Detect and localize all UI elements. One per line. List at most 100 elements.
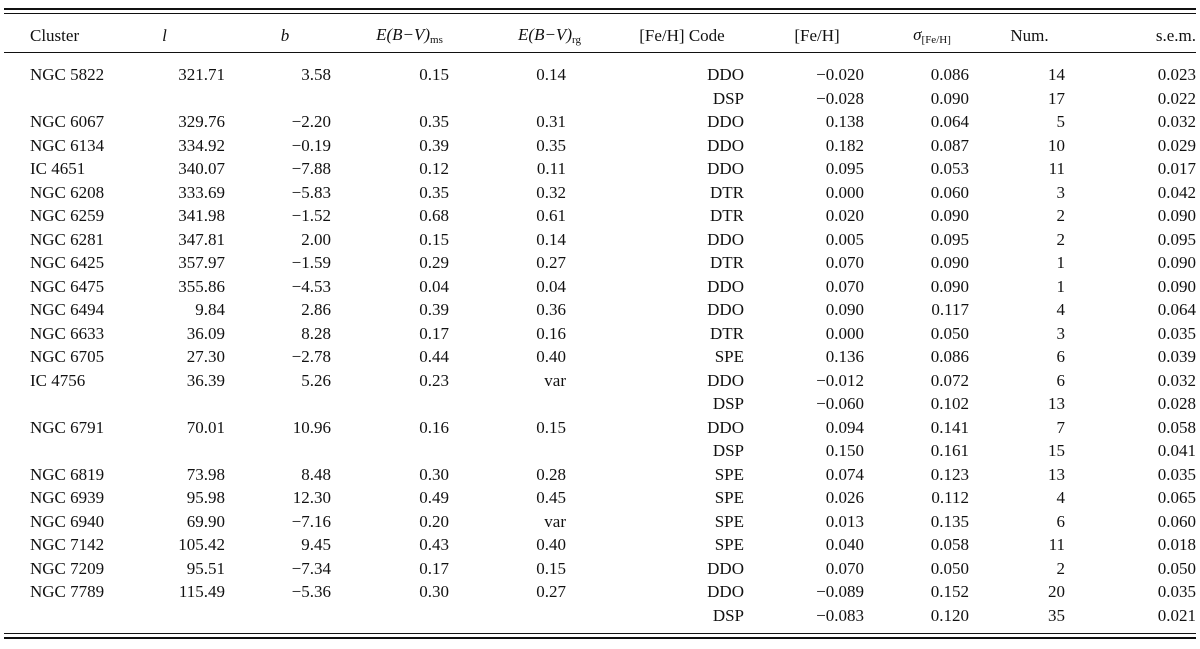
cell-code: DDO	[707, 417, 744, 437]
cell-l: 73.98	[186, 464, 225, 484]
cell-ebv-rg	[452, 392, 597, 416]
cell-ebv-ms: 0.39	[419, 135, 449, 155]
cell-ebv-rg: var	[544, 370, 566, 390]
cell-sigma: 0.058	[930, 535, 969, 555]
col-header-ebv-rg: E(B−V)rg	[452, 19, 597, 52]
cell-sigma: 0.087	[930, 135, 969, 155]
cell-b: 8.28	[301, 323, 331, 343]
cell-feh: 0.070	[825, 253, 864, 273]
cell-ebv-rg: 0.16	[536, 323, 566, 343]
cell-ebv-ms: 0.30	[419, 582, 449, 602]
cell-cluster: NGC 7789	[30, 582, 105, 602]
sigma-label: σ	[913, 25, 922, 44]
col-header-b-cell: b	[227, 19, 337, 52]
table-row: NGC 6134 334.92 −0.19 0.39 0.35 DDO 0.182 0.087…	[4, 134, 1196, 158]
cell-ebv-ms: 0.12	[419, 159, 449, 179]
cell-code: DSP	[712, 441, 744, 461]
cell-ebv-rg: 0.15	[536, 558, 566, 578]
cell-cluster: NGC 6475	[30, 276, 105, 296]
cell-code: DDO	[707, 300, 744, 320]
cell-sigma: 0.141	[930, 417, 969, 437]
cell-feh: 0.005	[825, 229, 864, 249]
cell-feh: −0.060	[816, 394, 864, 414]
cell-sem: 0.035	[1157, 323, 1196, 343]
cell-l: 36.39	[186, 370, 225, 390]
ebv-ms-label: E(B−V)	[376, 25, 431, 44]
cell-num: 2	[1056, 229, 1066, 249]
cell-sigma: 0.152	[930, 582, 969, 602]
cell-num: 5	[1056, 112, 1066, 132]
cell-cluster: NGC 6940	[30, 511, 105, 531]
cell-l	[132, 87, 227, 111]
header-rule	[4, 52, 1196, 53]
table-row: NGC 6819 73.98 8.48 0.30 0.28 SPE 0.074 0.123 13…	[4, 463, 1196, 487]
cell-cluster: NGC 6791	[30, 417, 105, 437]
cell-b: −7.34	[291, 558, 331, 578]
cell-sigma: 0.161	[930, 441, 969, 461]
cell-ebv-ms	[337, 392, 452, 416]
cell-feh: −0.083	[816, 605, 864, 625]
cell-sigma: 0.090	[930, 253, 969, 273]
cell-l: 36.09	[186, 323, 225, 343]
cell-ebv-rg: 0.31	[536, 112, 566, 132]
cell-cluster	[4, 392, 132, 416]
cell-cluster: NGC 6208	[30, 182, 105, 202]
cell-code: DDO	[707, 582, 744, 602]
cell-l: 70.01	[186, 417, 225, 437]
cell-ebv-rg: 0.27	[536, 253, 566, 273]
cell-sigma: 0.060	[930, 182, 969, 202]
table-row: NGC 6281 347.81 2.00 0.15 0.14 DDO 0.005 0.095 2…	[4, 228, 1196, 252]
cell-ebv-ms: 0.43	[419, 535, 449, 555]
table-row: NGC 6633 36.09 8.28 0.17 0.16 DTR 0.000 0.050 3 0…	[4, 322, 1196, 346]
cell-sem: 0.035	[1157, 582, 1196, 602]
col-header-ebv-ms: E(B−V)ms	[337, 19, 452, 52]
cell-num: 11	[1048, 535, 1065, 555]
cell-ebv-rg: var	[544, 511, 566, 531]
cell-feh: 0.013	[825, 511, 864, 531]
cell-cluster: NGC 6494	[30, 300, 105, 320]
cell-sigma: 0.090	[930, 88, 969, 108]
cell-ebv-ms: 0.29	[419, 253, 449, 273]
cell-sigma: 0.050	[930, 323, 969, 343]
cell-sem: 0.090	[1157, 276, 1196, 296]
cell-cluster: NGC 7209	[30, 558, 105, 578]
cell-ebv-ms: 0.39	[419, 300, 449, 320]
cell-sigma: 0.072	[930, 370, 969, 390]
cell-b: −4.53	[291, 276, 331, 296]
cell-num: 4	[1056, 300, 1066, 320]
cell-sigma: 0.095	[930, 229, 969, 249]
cell-l: 321.71	[178, 65, 225, 85]
cell-sem: 0.032	[1157, 370, 1196, 390]
cell-cluster: IC 4651	[30, 159, 86, 179]
cell-feh: 0.000	[825, 323, 864, 343]
cell-feh: −0.020	[816, 65, 864, 85]
ebv-ms-subscript: ms	[430, 34, 443, 46]
cell-num: 2	[1056, 558, 1066, 578]
table-row: NGC 7209 95.51 −7.34 0.17 0.15 DDO 0.070 0.050 2…	[4, 557, 1196, 581]
cell-feh: 0.090	[825, 300, 864, 320]
cell-b: 10.96	[292, 417, 331, 437]
cell-b: 8.48	[301, 464, 331, 484]
cell-cluster: NGC 7142	[30, 535, 105, 555]
cell-num: 6	[1056, 511, 1066, 531]
cell-b	[227, 604, 337, 628]
cell-b: 2.00	[301, 229, 331, 249]
table-row: NGC 6939 95.98 12.30 0.49 0.45 SPE 0.026 0.112 4…	[4, 486, 1196, 510]
cell-l	[132, 604, 227, 628]
cell-ebv-ms: 0.16	[419, 417, 449, 437]
cell-num: 17	[1048, 88, 1065, 108]
spacer-row	[4, 52, 1196, 63]
cell-sem: 0.039	[1157, 347, 1196, 367]
cell-l: 69.90	[186, 511, 225, 531]
cell-feh: 0.070	[825, 558, 864, 578]
cell-ebv-rg: 0.14	[536, 229, 566, 249]
cell-l: 105.42	[178, 535, 225, 555]
cell-num: 2	[1056, 206, 1066, 226]
cell-cluster	[4, 604, 132, 628]
cell-sem: 0.090	[1157, 206, 1196, 226]
cell-sem: 0.065	[1157, 488, 1196, 508]
cell-l: 334.92	[178, 135, 225, 155]
table-row: NGC 6067 329.76 −2.20 0.35 0.31 DDO 0.138 0.064…	[4, 110, 1196, 134]
sigma-subscript: [Fe/H]	[921, 34, 951, 46]
top-double-rule-upper	[4, 8, 1196, 10]
